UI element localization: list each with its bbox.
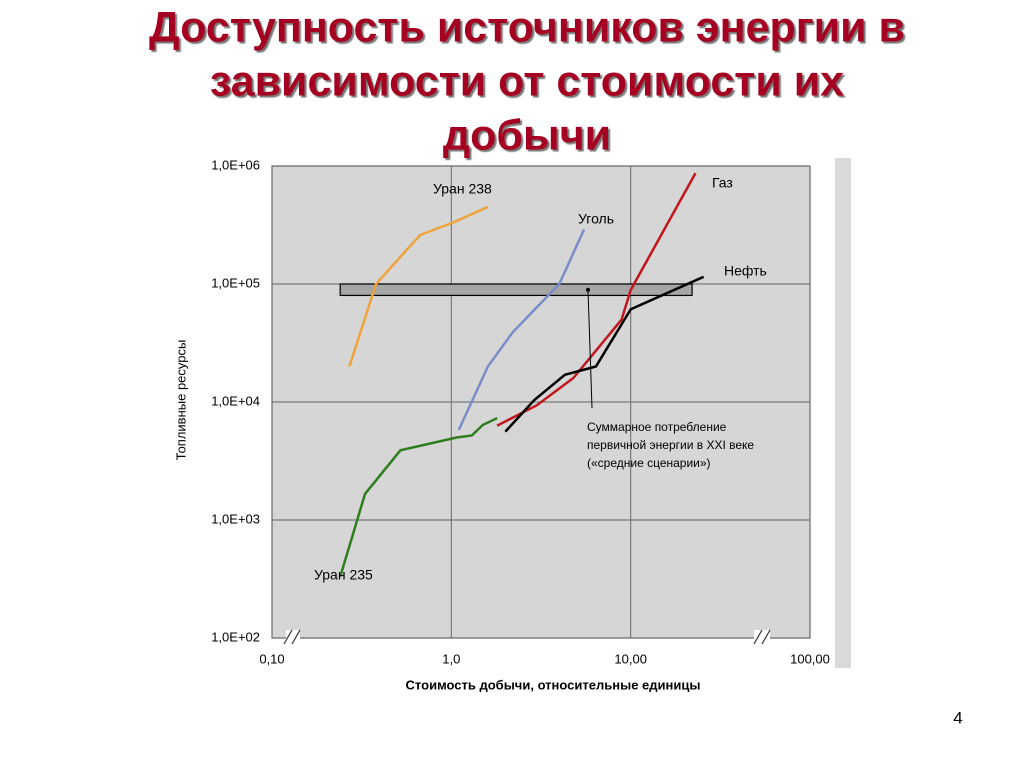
page-number: 4 (953, 708, 962, 727)
series-line (496, 172, 697, 427)
plot-border (271, 165, 811, 639)
y-axis-label: Топливные ресурсы (173, 340, 188, 461)
series-label: Газ (712, 175, 733, 191)
annotation-pointer (587, 289, 593, 409)
series-line (348, 205, 489, 367)
axis-breaks (283, 629, 771, 646)
y-tick-label: 1,0E+02 (211, 629, 260, 644)
series-label: Уголь (578, 211, 614, 227)
consumption-band (339, 283, 693, 297)
series-label: Уран 238 (433, 181, 492, 197)
title-line: добычи (443, 111, 611, 159)
title-line: зависимости от стоимости их (210, 57, 844, 105)
x-axis-label: Стоимость добычи, относительные единицы (406, 677, 701, 692)
x-tick-label: 1,0 (442, 651, 460, 666)
x-tick-label: 100,00 (790, 651, 830, 666)
series-line (504, 275, 705, 433)
annotation-text: первичной энергии в XXI веке (587, 438, 754, 452)
series-label: Нефть (724, 263, 767, 279)
y-tick-label: 1,0E+06 (211, 157, 260, 172)
annotation-text: Суммарное потребление (587, 420, 727, 434)
x-tick-label: 0,10 (259, 651, 284, 666)
series-label: Уран 235 (314, 567, 373, 583)
side-bar (835, 158, 851, 668)
y-tick-label: 1,0E+05 (211, 275, 260, 290)
x-tick-label: 10,00 (614, 651, 647, 666)
title-line: Доступность источников энергии в (149, 3, 905, 51)
y-tick-label: 1,0E+03 (211, 511, 260, 526)
series-line (457, 228, 586, 431)
annotation-text: («средние сценарии») (587, 456, 711, 470)
series-line (339, 416, 498, 578)
y-tick-label: 1,0E+04 (211, 393, 260, 408)
